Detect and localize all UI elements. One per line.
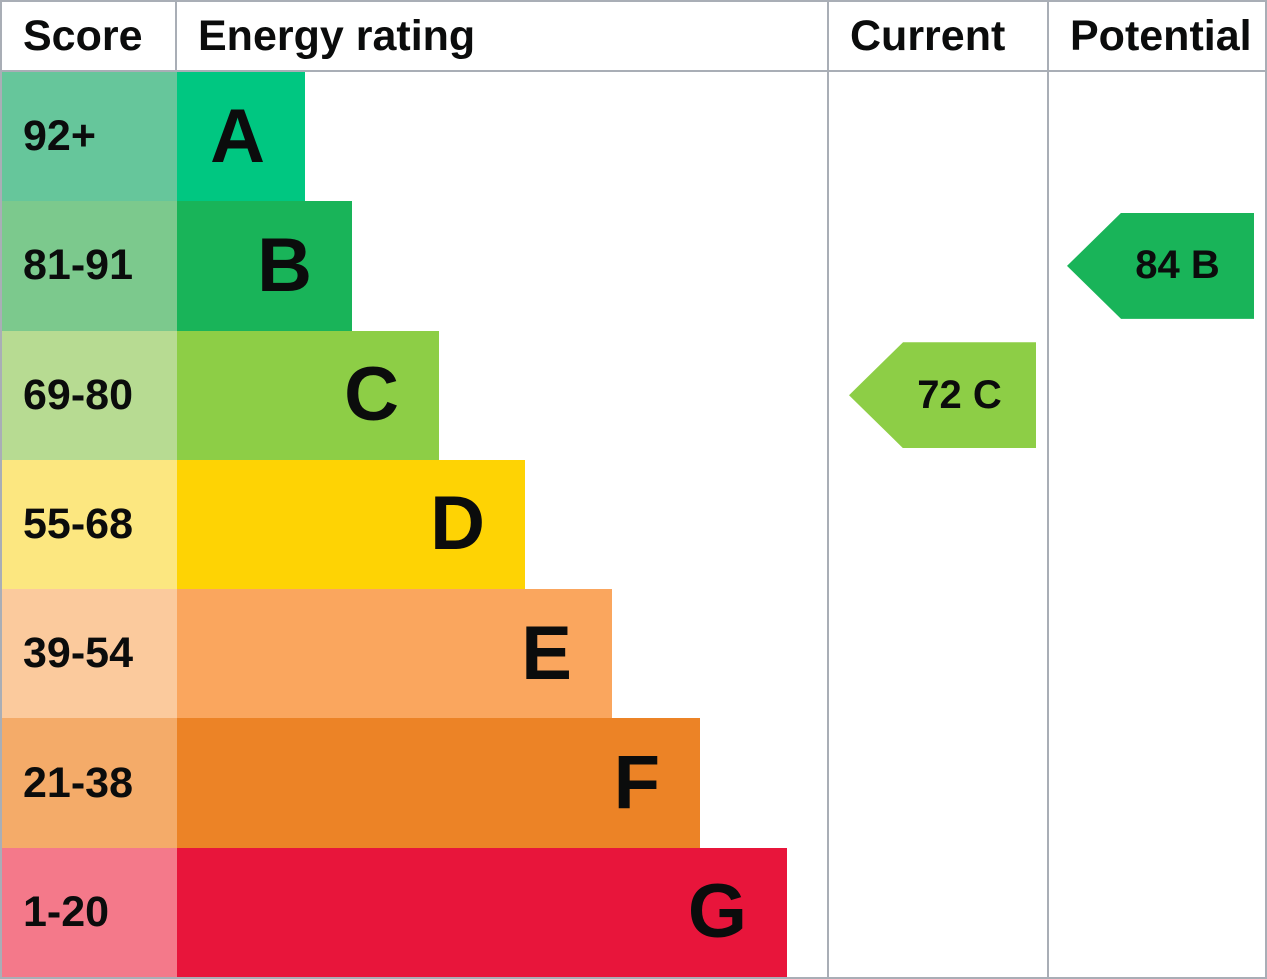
header-potential-label: Potential	[1070, 11, 1252, 60]
current-cell-f	[827, 718, 1047, 848]
band-c-letter: C	[344, 352, 399, 438]
band-b-letter: B	[257, 222, 312, 308]
band-b-bar: B	[177, 201, 352, 331]
band-c-bar-track: C	[177, 330, 827, 460]
band-f-score: 21-38	[2, 718, 177, 848]
header-current-label: Current	[850, 11, 1006, 60]
band-a-letter: A	[210, 93, 265, 179]
band-g-bar: G	[177, 847, 787, 977]
potential-cell-g	[1047, 847, 1265, 977]
band-a-score: 92+	[2, 72, 177, 202]
band-c-score: 69-80	[2, 330, 177, 460]
band-g-letter: G	[687, 869, 747, 955]
header-score: Score	[2, 2, 177, 72]
band-g-score: 1-20	[2, 847, 177, 977]
band-e-bar-track: E	[177, 589, 827, 719]
band-b-score: 81-91	[2, 201, 177, 331]
band-a-bar: A	[177, 72, 305, 202]
header-potential: Potential	[1047, 2, 1265, 72]
potential-cell-c	[1047, 330, 1265, 460]
band-d-bar-track: D	[177, 459, 827, 590]
potential-cell-b: 84 B	[1047, 201, 1265, 331]
potential-cell-d	[1047, 459, 1265, 590]
band-a-bar-track: A	[177, 72, 827, 202]
potential-rating-label: 84 B	[1135, 243, 1220, 288]
band-c-bar: C	[177, 330, 439, 460]
band-e-bar: E	[177, 589, 612, 719]
header-energy-rating: Energy rating	[177, 2, 827, 72]
header-current: Current	[827, 2, 1047, 72]
current-cell-c: 72 C	[827, 330, 1047, 460]
header-energy-rating-label: Energy rating	[198, 11, 476, 60]
band-g-bar-track: G	[177, 847, 827, 977]
band-d-score: 55-68	[2, 459, 177, 590]
potential-cell-f	[1047, 718, 1265, 848]
band-d-bar: D	[177, 459, 525, 590]
current-cell-e	[827, 589, 1047, 719]
band-e-score: 39-54	[2, 589, 177, 719]
band-e-letter: E	[521, 610, 572, 696]
band-b-bar-track: B	[177, 201, 827, 331]
current-cell-d	[827, 459, 1047, 590]
band-d-letter: D	[430, 481, 485, 567]
current-cell-g	[827, 847, 1047, 977]
current-cell-b	[827, 201, 1047, 331]
header-score-label: Score	[23, 11, 143, 60]
band-f-bar: F	[177, 718, 700, 848]
potential-cell-e	[1047, 589, 1265, 719]
current-rating-label: 72 C	[917, 372, 1002, 417]
potential-rating-arrow: 84 B	[1067, 212, 1254, 319]
current-cell-a	[827, 72, 1047, 202]
band-f-letter: F	[613, 740, 660, 826]
potential-cell-a	[1047, 72, 1265, 202]
current-rating-arrow: 72 C	[849, 342, 1036, 449]
band-f-bar-track: F	[177, 718, 827, 848]
